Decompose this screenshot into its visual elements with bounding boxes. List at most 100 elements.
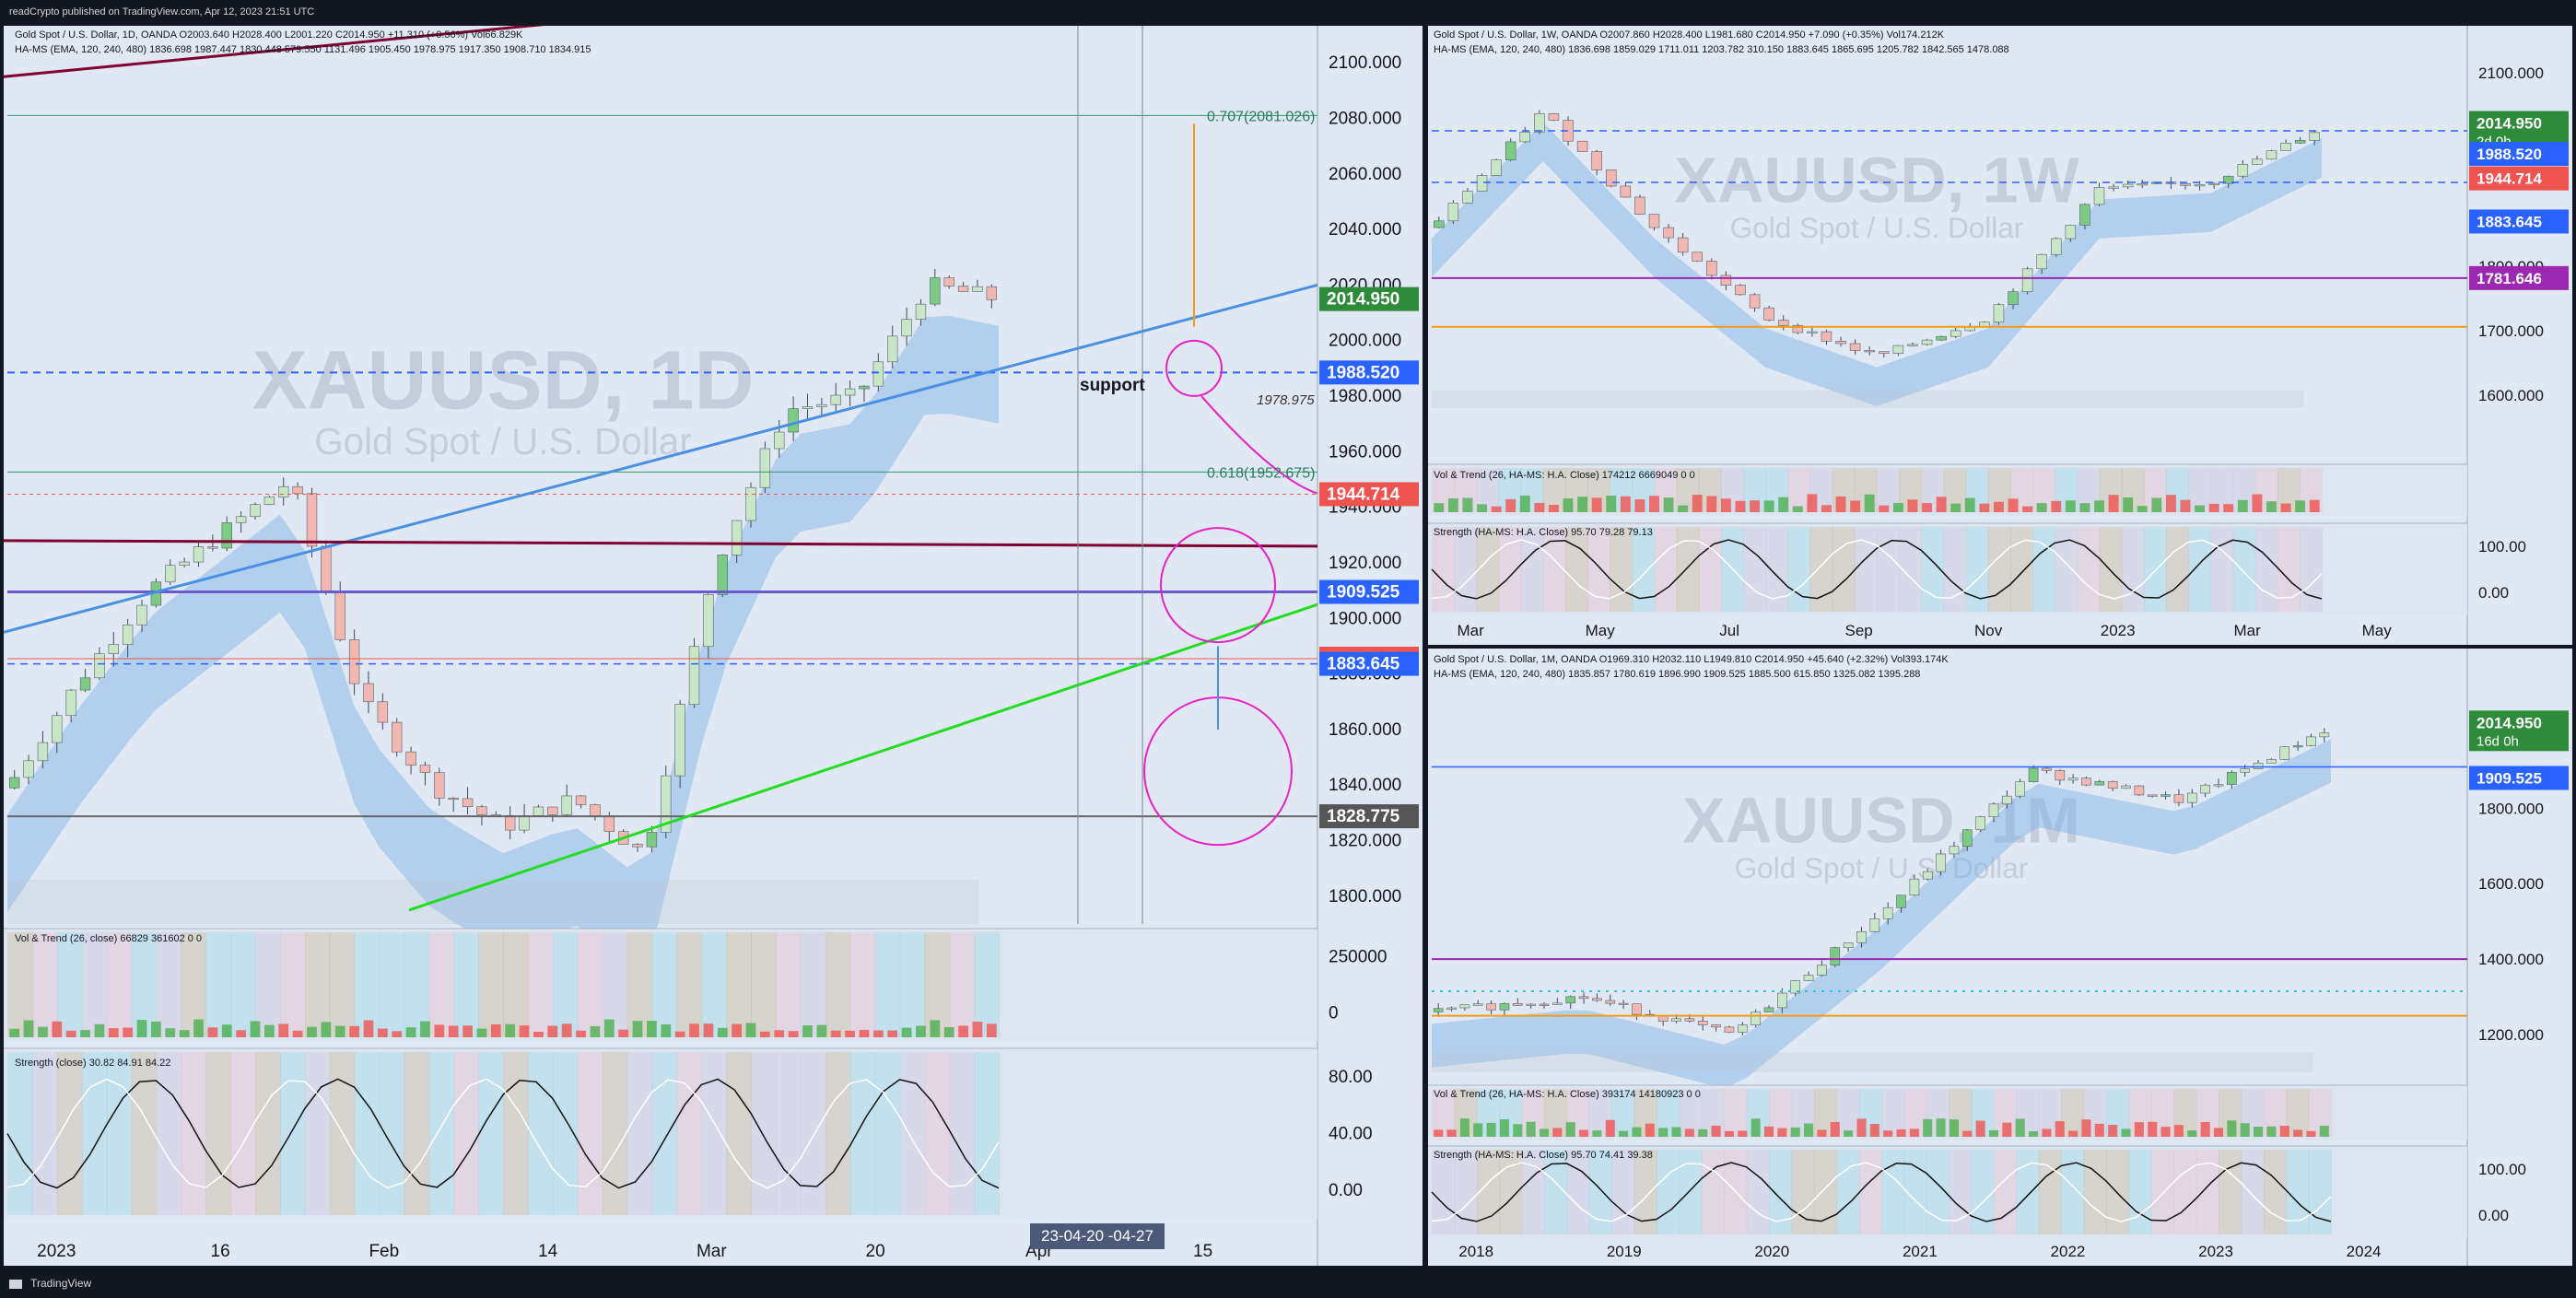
volume-bar <box>1909 1128 1919 1137</box>
candle-body <box>2081 778 2091 786</box>
volume-bar <box>165 1028 176 1037</box>
volume-bar <box>292 1030 303 1037</box>
price-tick-label: 1800.000 <box>2478 800 2544 817</box>
volume-bar <box>1634 499 1645 512</box>
volume-bar <box>2254 1126 2264 1137</box>
volume-bar <box>278 1023 289 1037</box>
candle-body <box>2107 781 2118 789</box>
price-axis <box>2467 649 2572 1266</box>
indicator-stripe <box>354 932 381 1037</box>
candle-body <box>1684 1018 1695 1022</box>
pane-tick-label: 0.00 <box>2478 1207 2509 1224</box>
volume-bar <box>1763 1126 1774 1137</box>
pane-tick-label: 80.00 <box>1329 1068 1373 1087</box>
volume-bar <box>1896 1128 1906 1137</box>
candle-body <box>1790 980 1801 994</box>
indicator-stripe <box>2121 527 2145 612</box>
indicator-stripe <box>800 1052 826 1215</box>
volume-bar <box>1907 499 1918 512</box>
volume-bar <box>1606 496 1617 512</box>
volume-bar <box>1869 1124 1879 1137</box>
candle-body <box>2306 736 2316 746</box>
time-tick-label: 15 <box>1193 1242 1212 1261</box>
fib-0618-label: 0.618(1952.675) <box>1207 465 1315 481</box>
volume-bar <box>250 1021 261 1037</box>
candle-body <box>972 286 983 292</box>
indicator-stripe <box>1787 527 1811 612</box>
candle-body <box>448 797 459 801</box>
candle-body <box>1936 335 1947 341</box>
price-tick-label: 2060.000 <box>1329 165 1401 184</box>
volume-bar <box>9 1028 20 1037</box>
shaded-zone <box>1432 390 2304 408</box>
indicator-stripe <box>31 932 58 1037</box>
indicator-stripe <box>1432 1150 1456 1234</box>
volume-bar <box>802 1025 813 1037</box>
price-tick-label: 1600.000 <box>2478 387 2544 404</box>
left-vol-legend: Vol & Trend (26, close) 66829 361602 0 0 <box>15 933 203 944</box>
monthly-strength-legend: Strength (HA-MS: H.A. Close) 95.70 74.41… <box>1434 1150 1653 1161</box>
indicator-stripe <box>428 932 455 1037</box>
indicator-stripe <box>2308 1150 2332 1234</box>
indicator-stripe <box>949 932 976 1037</box>
volume-bar <box>476 1028 487 1037</box>
candle-body <box>1909 878 1920 896</box>
volume-bar <box>703 1023 714 1037</box>
indicator-stripe <box>1832 527 1856 612</box>
volume-bar <box>52 1021 63 1037</box>
volume-bar <box>1552 1128 1563 1137</box>
volume-bar <box>1724 1130 1734 1137</box>
volume-bar <box>859 1029 870 1037</box>
candle-body <box>830 394 841 405</box>
indicator-pane <box>4 1048 1317 1219</box>
strength-signal-line <box>1431 539 2323 600</box>
volume-bar <box>1684 1128 1694 1137</box>
indicator-stripe <box>726 932 752 1037</box>
volume-bar <box>2051 500 2062 512</box>
candle-body <box>1843 942 1854 948</box>
tradingview-logo-icon <box>9 1279 22 1289</box>
indicator-stripe <box>2128 1150 2152 1234</box>
candle-body <box>79 677 91 691</box>
price-tag <box>2469 265 2569 290</box>
price-tag-label: 2014.950 <box>2476 714 2542 731</box>
indicator-stripe <box>1633 1150 1657 1234</box>
watermark-name: Gold Spot / U.S. Dollar <box>314 420 692 462</box>
candle-body <box>1539 1003 1550 1006</box>
volume-bar <box>2200 1122 2210 1137</box>
weekly-chart-panel[interactable]: XAUUSD, 1W Gold Spot / U.S. Dollar 2100.00… <box>1428 26 2572 645</box>
indicator-stripe <box>751 1052 777 1215</box>
volume-bar <box>1462 497 1473 512</box>
volume-bar <box>221 1024 232 1037</box>
indicator-stripe <box>379 932 405 1037</box>
candle-body <box>1821 331 1832 342</box>
indicator-stripe <box>1765 527 1789 612</box>
volume-bar <box>1505 498 1516 512</box>
left-chart-panel[interactable]: XAUUSD, 1D Gold Spot / U.S. Dollar 2100.00… <box>4 26 1423 1266</box>
indicator-stripe <box>1746 1150 1770 1234</box>
candle-body <box>2200 784 2210 794</box>
candle-body <box>2222 175 2234 184</box>
candle-body <box>1936 853 1946 872</box>
indicator-stripe <box>1454 1150 1478 1234</box>
volume-bar <box>774 1030 785 1037</box>
indicator-stripe <box>205 932 232 1037</box>
indicator-stripe <box>2032 527 2056 612</box>
volume-bar <box>1883 1130 1893 1137</box>
candle-body <box>1711 1024 1721 1028</box>
indicator-stripe <box>2077 527 2101 612</box>
candle-body <box>2186 792 2197 803</box>
indicator-stripe <box>81 1052 108 1215</box>
volume-bar <box>38 1026 48 1037</box>
support-label: support <box>1080 376 1145 395</box>
upper-maroon-trendline <box>4 26 545 78</box>
candle-body <box>575 795 587 805</box>
volume-bar <box>2173 1125 2184 1137</box>
volume-bar <box>1592 1130 1602 1137</box>
candle-body <box>1552 1002 1563 1005</box>
volume-bar <box>1750 500 1761 512</box>
